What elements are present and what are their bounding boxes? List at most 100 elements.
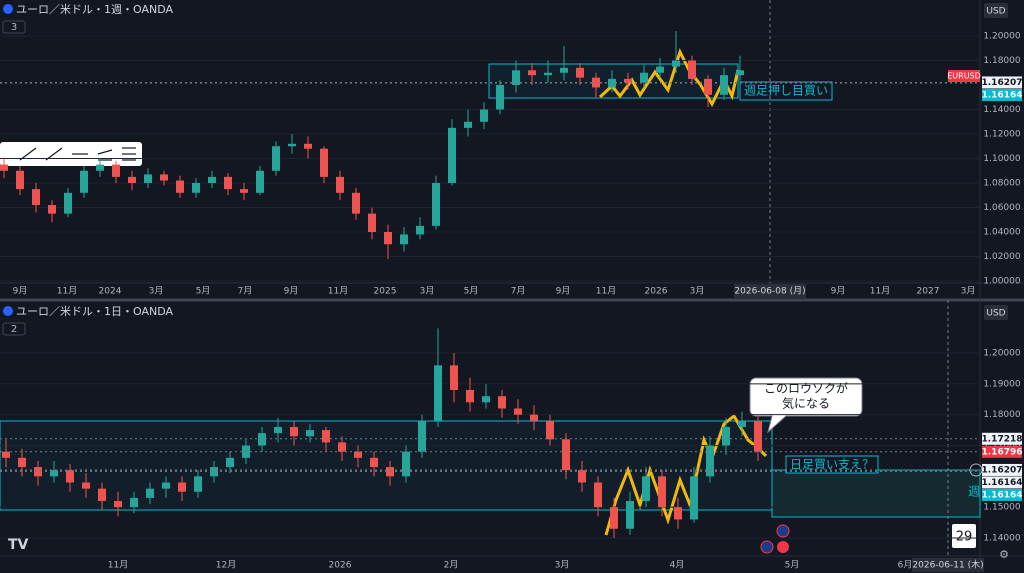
candle-body: [80, 170, 88, 193]
x-tick-label: 9月: [556, 286, 571, 297]
cursor-date-box: [912, 558, 984, 572]
candle-body: [0, 164, 8, 171]
price-label: 1.16796: [982, 447, 1023, 457]
bubble-text[interactable]: このロウソクが: [764, 381, 848, 396]
x-tick-label: 11月: [328, 286, 348, 297]
candle-body: [626, 501, 634, 529]
zone-box[interactable]: [0, 420, 773, 511]
candle-body: [48, 205, 56, 214]
candle-body: [98, 488, 106, 501]
candle-body: [450, 365, 458, 390]
x-tick-label: 11月: [108, 560, 128, 571]
candle-body: [482, 396, 490, 403]
badge-box[interactable]: [2, 322, 26, 336]
x-tick-label: 9月: [13, 286, 28, 297]
logo: TV: [8, 537, 29, 553]
y-tick-label: 1.20000: [983, 349, 1020, 359]
settings-icon[interactable]: ⚙: [999, 548, 1009, 561]
candle-body: [690, 476, 698, 520]
candle-body: [738, 420, 746, 427]
candle-body: [2, 451, 10, 458]
bubble-text[interactable]: 気になる: [782, 396, 830, 411]
y-tick-label: 1.14000: [983, 534, 1020, 544]
indicator-badge[interactable]: 3: [11, 22, 17, 33]
event-icon[interactable]: [760, 540, 774, 554]
candle-body: [320, 148, 328, 177]
candle-body: [546, 420, 554, 440]
candle-body: [464, 121, 472, 128]
y-tick-label: 1.00000: [983, 277, 1020, 287]
event-icon[interactable]: [776, 524, 790, 538]
candle-body: [674, 507, 682, 520]
candle-body: [354, 451, 362, 458]
candle-body: [226, 457, 234, 468]
x-tick-label: 2025: [374, 287, 397, 297]
candle-body: [576, 67, 584, 78]
candle-body: [608, 78, 616, 88]
candle-body: [432, 183, 440, 226]
cursor-date-box: [734, 284, 806, 298]
price-label-box: [982, 432, 1022, 445]
x-tick-label: 2026: [329, 561, 352, 571]
candle-body: [160, 174, 168, 181]
candle-body: [258, 433, 266, 446]
candle-body: [18, 457, 26, 468]
y-tick-label: 1.12000: [983, 130, 1020, 140]
y-tick-label: 1.20000: [983, 32, 1020, 42]
x-tick-label: 9月: [284, 286, 299, 297]
candle-body: [272, 146, 280, 171]
candle-body: [208, 176, 216, 183]
x-tick-label: 12月: [216, 560, 236, 571]
candle-body: [400, 234, 408, 245]
candle-body: [338, 442, 346, 452]
candle-body: [290, 427, 298, 437]
candle-body: [304, 143, 312, 149]
zone-box[interactable]: [771, 469, 981, 518]
candle-body: [194, 476, 202, 492]
candle-body: [64, 192, 72, 214]
indicator-badge[interactable]: 2: [11, 324, 17, 335]
candle-body: [274, 427, 282, 434]
candle-body: [688, 60, 696, 79]
counter-box: [952, 524, 976, 548]
candle-body: [528, 70, 536, 76]
candle-body: [210, 467, 218, 477]
candle-body: [736, 70, 744, 76]
y-tick-label: 1.15000: [983, 503, 1020, 513]
symbol-label: EURUSD: [947, 72, 981, 81]
symbol-badge: [948, 70, 980, 82]
candle-body: [144, 174, 152, 183]
x-tick-label: 5月: [196, 286, 211, 297]
x-tick-label: 5月: [464, 286, 479, 297]
candle-body: [562, 439, 570, 471]
candle-body: [640, 72, 648, 83]
currency-box[interactable]: [984, 305, 1008, 320]
drawing-toolbar: [0, 142, 142, 166]
currency-box[interactable]: [984, 3, 1008, 18]
counter: 29: [956, 530, 973, 545]
price-label: 1.17218: [982, 434, 1023, 444]
y-tick-label: 1.02000: [983, 252, 1020, 262]
badge-box[interactable]: [2, 20, 26, 34]
candle-body: [368, 213, 376, 232]
annotation[interactable]: 日足買い支え？: [790, 458, 874, 472]
annotation-box[interactable]: [785, 455, 879, 474]
y-tick-label: 1.18000: [983, 56, 1020, 66]
x-tick-label: 2026: [645, 287, 668, 297]
candle-body: [82, 482, 90, 489]
x-tick-label: 11月: [596, 286, 616, 297]
candle-body: [720, 75, 728, 95]
candle-body: [384, 232, 392, 245]
candle-body: [530, 414, 538, 421]
x-tick-label: 6月: [898, 560, 913, 571]
currency[interactable]: USD: [986, 309, 1005, 319]
x-tick-label: 3月: [420, 286, 435, 297]
annotation[interactable]: 週足押し目買い: [744, 84, 828, 98]
price-label: 1.16207: [982, 465, 1023, 475]
currency[interactable]: USD: [986, 7, 1005, 17]
candle-body: [610, 507, 618, 529]
candle-body: [112, 164, 120, 177]
event-icon[interactable]: [777, 541, 789, 553]
